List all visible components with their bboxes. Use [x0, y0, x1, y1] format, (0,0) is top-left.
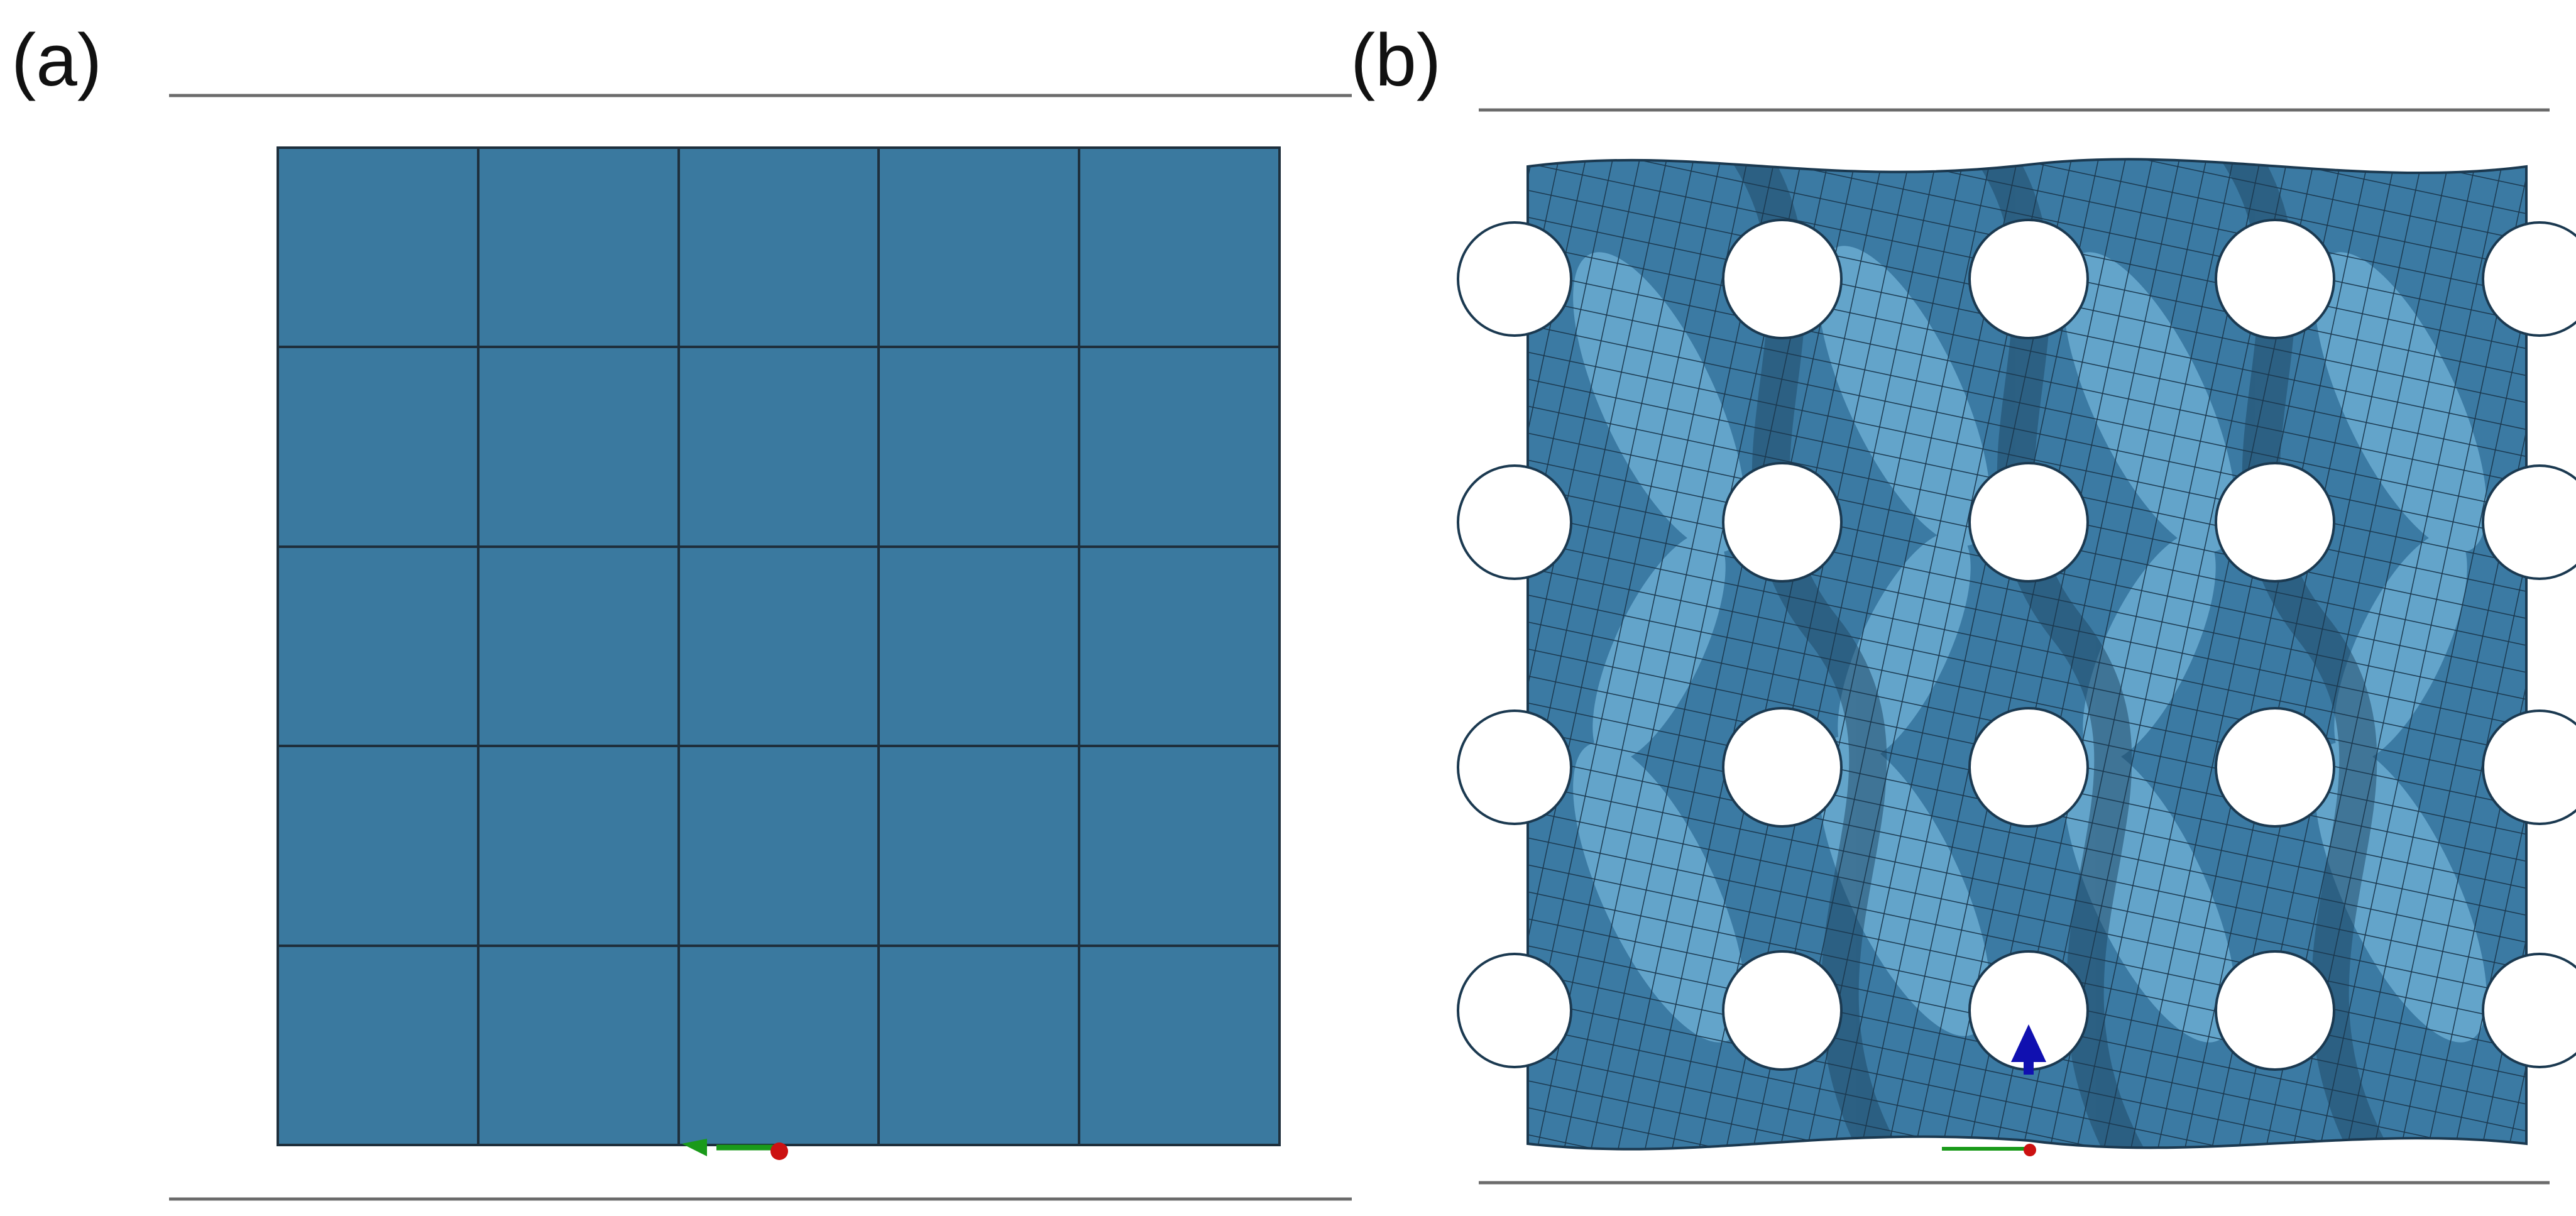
- mesh-b: [1457, 158, 2576, 1156]
- panel-label: (a): [11, 19, 102, 102]
- panel-label: (b): [1351, 19, 1441, 102]
- axis-triad: [682, 1139, 788, 1160]
- mesh-a: [277, 146, 1281, 1146]
